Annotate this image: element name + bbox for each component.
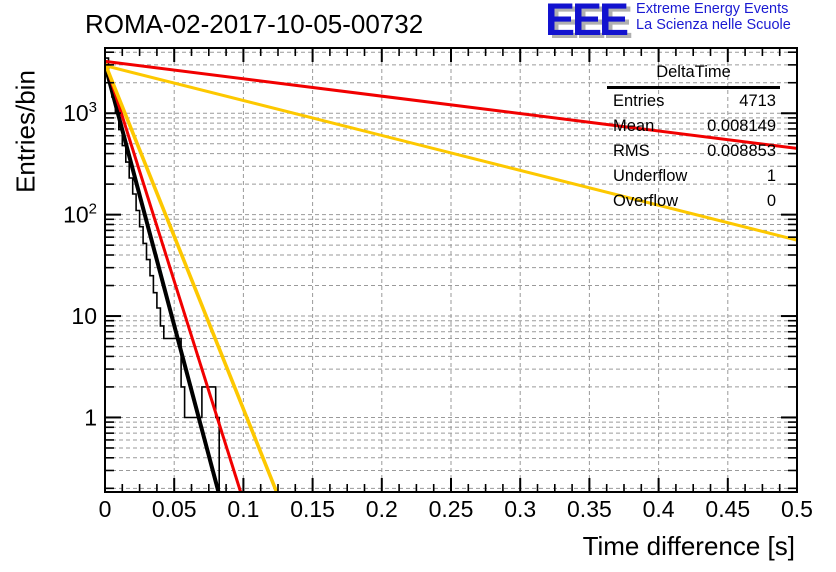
stats-label: Mean: [613, 117, 655, 135]
x-tick-label: 0.25: [429, 496, 474, 522]
stats-row-entries: Entries 4713: [607, 89, 780, 114]
x-tick-label: 0: [99, 496, 112, 522]
eee-logo: EEE Extreme Energy Events La Scienza nel…: [545, 0, 791, 45]
x-tick-label: 0.5: [781, 496, 813, 522]
stats-row-overflow: Overflow 0: [607, 189, 780, 214]
y-tick-label: 1: [84, 404, 97, 430]
stats-row-rms: RMS 0.008853: [607, 139, 780, 164]
y-tick-label: 103: [63, 99, 97, 126]
plot-title: ROMA-02-2017-10-05-00732: [85, 9, 424, 39]
x-tick-label: 0.3: [504, 496, 536, 522]
fit-red-shallow: [105, 59, 797, 150]
x-tick-labels: 0 0.05 0.1 0.15 0.2 0.25 0.3 0.35 0.4 0.45 0.5: [99, 496, 813, 522]
stats-value: 1: [766, 167, 776, 185]
fit-red-steep: [105, 60, 243, 492]
fit-yellow-shallow: [105, 64, 797, 242]
x-tick-label: 0.1: [227, 496, 259, 522]
x-tick-label: 0.05: [152, 496, 197, 522]
y-tick-label: 10: [71, 303, 97, 329]
eee-logo-line1: Extreme Energy Events: [636, 1, 789, 17]
stats-box-title: DeltaTime: [607, 61, 780, 89]
stats-label: RMS: [613, 142, 650, 160]
eee-logo-acronym: EEE: [545, 0, 629, 45]
stats-box: DeltaTime Entries 4713 Mean 0.008149 RMS…: [607, 61, 780, 214]
fit-black-steep: [105, 64, 221, 492]
y-tick-label: 102: [63, 201, 97, 228]
stats-value: 0.008853: [707, 142, 776, 160]
x-tick-label: 0.35: [567, 496, 612, 522]
y-tick-labels: 1 10 102 103: [63, 99, 97, 430]
axis-ticks: [104, 48, 798, 492]
x-tick-label: 0.4: [643, 496, 675, 522]
y-axis-title: Entries/bin: [10, 70, 41, 193]
fit-lines: [105, 59, 797, 492]
stats-row-mean: Mean 0.008149: [607, 114, 780, 139]
x-tick-label: 0.15: [290, 496, 335, 522]
stats-value: 0.008149: [707, 117, 776, 135]
stats-value: 0: [766, 192, 776, 210]
stats-row-underflow: Underflow 1: [607, 164, 780, 189]
x-axis-title: Time difference [s]: [582, 531, 795, 561]
grid-lines: [105, 48, 797, 492]
x-tick-label: 0.2: [366, 496, 398, 522]
fit-yellow-steep: [105, 62, 279, 492]
eee-logo-text: Extreme Energy Events La Scienza nelle S…: [636, 1, 791, 33]
stats-value: 4713: [739, 92, 776, 110]
stats-label: Overflow: [613, 192, 679, 210]
x-tick-label: 0.45: [705, 496, 750, 522]
eee-logo-line2: La Scienza nelle Scuole: [636, 16, 791, 33]
stats-label: Underflow: [613, 167, 688, 185]
stats-label: Entries: [613, 92, 665, 110]
